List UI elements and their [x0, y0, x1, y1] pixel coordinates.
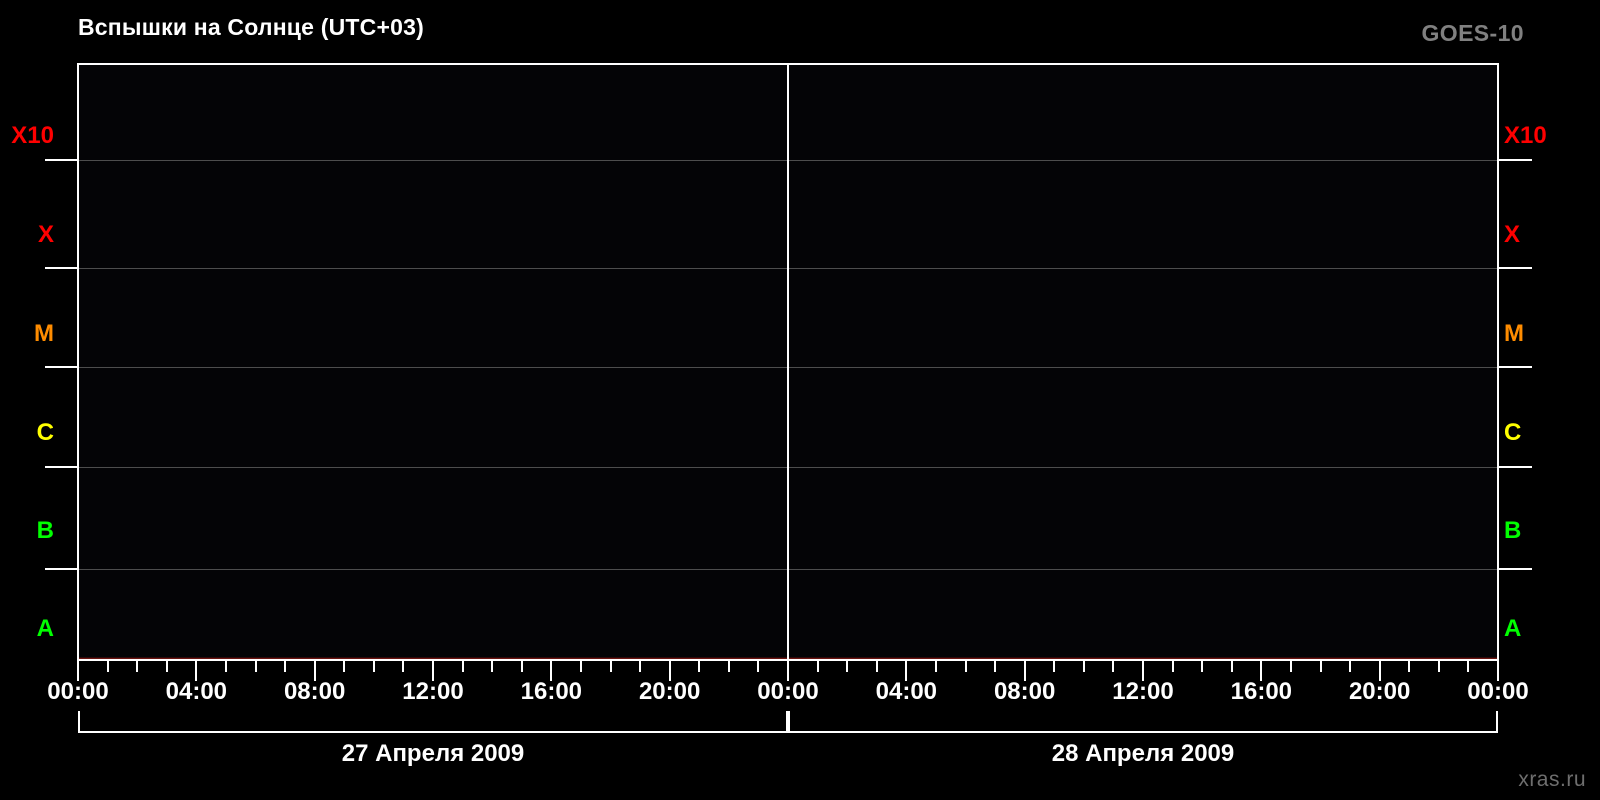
x-tick-major-12h: [432, 661, 434, 681]
y-tick-right-C: [1499, 466, 1532, 468]
x-tick-major-16h: [550, 661, 553, 681]
date-bracket-1: [788, 711, 1498, 733]
x-tick-minor-21h: [698, 661, 701, 672]
x-axis-label-11: 20:00: [1348, 678, 1411, 705]
x-tick-minor-45h: [1408, 661, 1411, 672]
x-tick-minor-25h: [816, 661, 819, 672]
x-tick-major-0h: [77, 661, 79, 681]
y-axis-label-left-C: C: [36, 419, 54, 446]
y-tick-left-B: [45, 568, 78, 570]
page-title: Вспышки на Солнце (UTC+03): [78, 14, 424, 40]
y-tick-left-C: [45, 466, 78, 468]
x-tick-major-24h: [787, 661, 789, 681]
x-tick-major-20h: [668, 661, 671, 681]
watermark: xras.ru: [1518, 768, 1586, 791]
x-tick-minor-1h: [106, 661, 109, 672]
y-axis-label-left-B: B: [36, 517, 54, 544]
y-axis-label-right-A: A: [1504, 615, 1522, 642]
x-tick-major-28h: [905, 661, 908, 681]
x-tick-major-36h: [1142, 661, 1144, 681]
plot-border-top: [78, 63, 1499, 65]
x-tick-major-32h: [1023, 661, 1026, 681]
x-tick-minor-9h: [343, 661, 346, 672]
x-tick-minor-23h: [757, 661, 760, 672]
x-tick-minor-19h: [639, 661, 642, 672]
x-tick-major-4h: [195, 661, 198, 681]
day-divider-0: [787, 63, 789, 661]
x-axis-label-9: 12:00: [1112, 678, 1174, 705]
x-axis-label-2: 08:00: [283, 678, 346, 705]
x-tick-minor-43h: [1349, 661, 1352, 672]
y-axis-label-left-A: A: [36, 615, 54, 642]
plot-border-right: [1497, 63, 1499, 661]
satellite-label: GOES-10: [1421, 20, 1524, 46]
x-tick-minor-11h: [402, 661, 405, 672]
x-tick-minor-26h: [846, 661, 849, 672]
x-axis-label-10: 16:00: [1230, 678, 1293, 705]
x-tick-minor-7h: [284, 661, 287, 672]
plot-border-bottom: [78, 659, 1499, 661]
x-axis-label-7: 04:00: [875, 678, 938, 705]
y-axis-label-right-C: C: [1504, 419, 1522, 446]
x-tick-minor-38h: [1201, 661, 1204, 672]
x-axis-label-1: 04:00: [165, 678, 228, 705]
y-tick-left-X: [45, 267, 78, 269]
x-tick-minor-14h: [491, 661, 494, 672]
x-tick-minor-27h: [875, 661, 878, 672]
x-axis-label-5: 20:00: [638, 678, 701, 705]
x-tick-minor-17h: [579, 661, 582, 672]
y-axis-label-left-X10: X10: [11, 122, 54, 149]
x-tick-minor-46h: [1437, 661, 1440, 672]
x-tick-minor-30h: [964, 661, 967, 672]
x-tick-minor-18h: [609, 661, 612, 672]
date-label-0: 27 Апреля 2009: [341, 740, 525, 767]
x-axis-label-0: 00:00: [47, 678, 109, 705]
y-axis-label-right-M: M: [1504, 320, 1524, 347]
x-tick-minor-37h: [1171, 661, 1174, 672]
y-tick-left-M: [45, 366, 78, 368]
y-tick-right-B: [1499, 568, 1532, 570]
x-tick-major-40h: [1260, 661, 1263, 681]
x-tick-minor-13h: [461, 661, 464, 672]
date-bracket-0: [78, 711, 788, 733]
x-tick-minor-3h: [165, 661, 168, 672]
y-tick-left-X10: [45, 159, 78, 161]
x-tick-minor-29h: [934, 661, 937, 672]
x-axis-label-12: 00:00: [1467, 678, 1529, 705]
x-tick-major-8h: [313, 661, 316, 681]
x-tick-minor-6h: [254, 661, 257, 672]
x-tick-minor-33h: [1053, 661, 1056, 672]
x-tick-major-44h: [1378, 661, 1381, 681]
x-tick-minor-41h: [1289, 661, 1292, 672]
y-tick-right-M: [1499, 366, 1532, 368]
y-axis-label-right-X: X: [1504, 221, 1521, 248]
x-axis-label-8: 08:00: [993, 678, 1056, 705]
x-axis-label-3: 12:00: [402, 678, 464, 705]
x-tick-major-48h: [1497, 661, 1499, 681]
x-tick-minor-47h: [1467, 661, 1470, 672]
y-axis-label-left-M: M: [34, 320, 54, 347]
y-tick-right-X10: [1499, 159, 1532, 161]
x-tick-minor-39h: [1230, 661, 1233, 672]
x-tick-minor-15h: [520, 661, 523, 672]
y-axis-label-left-X: X: [37, 221, 54, 248]
date-label-1: 28 Апреля 2009: [1051, 740, 1235, 767]
x-tick-minor-42h: [1319, 661, 1322, 672]
x-tick-minor-31h: [994, 661, 997, 672]
x-axis-label-6: 00:00: [757, 678, 819, 705]
y-axis-label-right-B: B: [1504, 517, 1522, 544]
x-tick-minor-2h: [136, 661, 139, 672]
x-tick-minor-5h: [224, 661, 227, 672]
x-tick-minor-10h: [372, 661, 375, 672]
y-tick-right-X: [1499, 267, 1532, 269]
plot-border-left: [77, 63, 79, 661]
x-tick-minor-34h: [1082, 661, 1085, 672]
y-axis-label-right-X10: X10: [1504, 122, 1547, 149]
x-axis-label-4: 16:00: [520, 678, 583, 705]
x-tick-minor-35h: [1112, 661, 1115, 672]
x-tick-minor-22h: [727, 661, 730, 672]
